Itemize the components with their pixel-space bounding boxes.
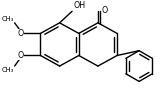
Text: O: O bbox=[18, 51, 24, 60]
Text: O: O bbox=[18, 29, 24, 38]
Text: OH: OH bbox=[73, 1, 85, 10]
Text: O: O bbox=[102, 6, 108, 15]
Text: CH₃: CH₃ bbox=[1, 16, 14, 22]
Text: CH₃: CH₃ bbox=[1, 67, 14, 73]
